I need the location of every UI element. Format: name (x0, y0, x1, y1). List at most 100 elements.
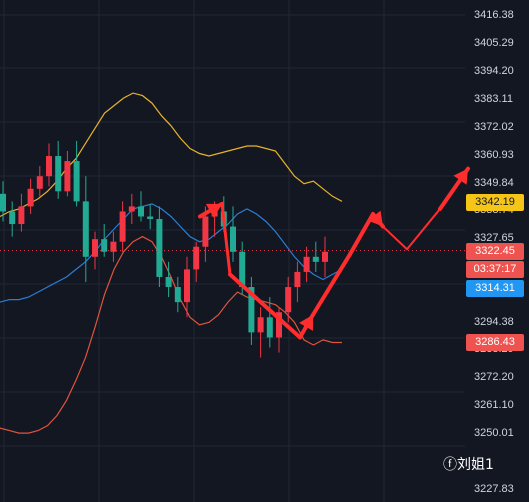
price-tick-label: 3250.01 (474, 427, 514, 439)
candle (36, 166, 43, 197)
candle (101, 224, 108, 257)
candle-body (55, 156, 62, 192)
candle (64, 150, 71, 197)
candle (119, 201, 126, 252)
candle (184, 256, 190, 318)
candle (248, 276, 255, 345)
candle-body (73, 161, 80, 202)
price-tick-label: 3360.93 (474, 149, 514, 161)
weibo-logo-icon: ⓕ (443, 457, 457, 473)
candle (55, 140, 62, 199)
arrow-shaft (228, 272, 302, 340)
candle (193, 241, 200, 282)
candle (285, 276, 292, 323)
candle-body (294, 271, 301, 288)
arrow-shaft (382, 225, 408, 251)
candle-body (147, 216, 154, 220)
candle (9, 201, 16, 237)
candle-body (27, 188, 34, 207)
upper-band-line (0, 92, 343, 218)
candle-body (156, 219, 163, 277)
watermark: ⓕ刘姐1 (443, 454, 494, 474)
candle-body (202, 216, 209, 247)
candle-body (0, 193, 6, 212)
arrow-head (205, 203, 222, 218)
price-tick-label: 3261.10 (474, 399, 514, 411)
candle-body (18, 206, 25, 225)
candle (73, 140, 80, 207)
candle (312, 241, 319, 272)
lower-band-price-badge: 3286.43 (466, 334, 524, 351)
candle (82, 176, 89, 282)
candle (110, 231, 117, 262)
upper-band-price-badge: 3342.19 (466, 194, 524, 211)
candle-body (138, 206, 144, 217)
candle (165, 261, 172, 298)
bar-countdown-badge: 03:37:17 (466, 261, 524, 278)
candle-body (119, 211, 126, 242)
candle (0, 181, 6, 222)
middle-band-price-badge: 3314.31 (466, 280, 524, 297)
candle-body (312, 256, 319, 262)
price-tick-label: 3294.38 (474, 316, 514, 328)
candle-body (36, 176, 43, 189)
candle (156, 206, 163, 288)
candle (174, 276, 181, 313)
price-tick-label: 3272.20 (474, 371, 514, 383)
candle-body (193, 246, 200, 270)
middle-band-line (0, 203, 343, 303)
candle-body (101, 239, 108, 252)
candle-body (92, 239, 98, 257)
candle-body (239, 251, 246, 288)
price-tick-label: 3394.20 (474, 65, 514, 77)
candle (303, 246, 310, 282)
lower-band-line (0, 235, 342, 434)
candle-body (285, 287, 292, 313)
candle (128, 193, 135, 225)
candle-body (266, 317, 273, 338)
price-tick-label: 3372.02 (474, 121, 514, 133)
candle (276, 307, 282, 353)
candle (294, 261, 301, 303)
candle-body (230, 226, 236, 252)
candle-body (257, 317, 264, 333)
projection-arrows (198, 166, 470, 340)
price-tick-label: 3383.11 (474, 93, 513, 105)
candle-body (184, 269, 190, 303)
candle (18, 193, 25, 232)
price-tick-label: 3327.65 (474, 232, 514, 244)
candle-body (64, 161, 71, 192)
candle-body (303, 256, 310, 272)
last-price-badge: 3322.45 (466, 243, 524, 260)
price-tick-label: 3405.29 (474, 37, 514, 49)
candle (138, 191, 144, 222)
candle (27, 178, 34, 214)
candle-body (128, 206, 135, 212)
price-tick-label: 3416.38 (474, 9, 514, 21)
candle-body (46, 156, 52, 177)
price-tick-label: 3227.83 (474, 483, 514, 495)
candle-body (276, 312, 282, 338)
candle-body (322, 251, 328, 262)
grid (0, 0, 465, 502)
arrow-head (368, 210, 383, 227)
arrow-shaft (406, 207, 441, 251)
watermark-text: 刘姐1 (457, 457, 494, 473)
candle (92, 231, 98, 270)
candle (230, 206, 236, 262)
candle-body (82, 201, 89, 257)
candle (266, 297, 273, 348)
bollinger-bands (0, 92, 343, 434)
candle-body (248, 287, 255, 333)
arrow-head (453, 168, 468, 185)
candle-body (174, 287, 181, 303)
arrow-shaft (220, 202, 232, 276)
candles (0, 140, 328, 358)
candle-body (165, 276, 172, 288)
candle (147, 203, 154, 230)
price-tick-label: 3349.84 (474, 177, 514, 189)
candle (46, 143, 52, 187)
arrow-shaft (311, 252, 352, 317)
